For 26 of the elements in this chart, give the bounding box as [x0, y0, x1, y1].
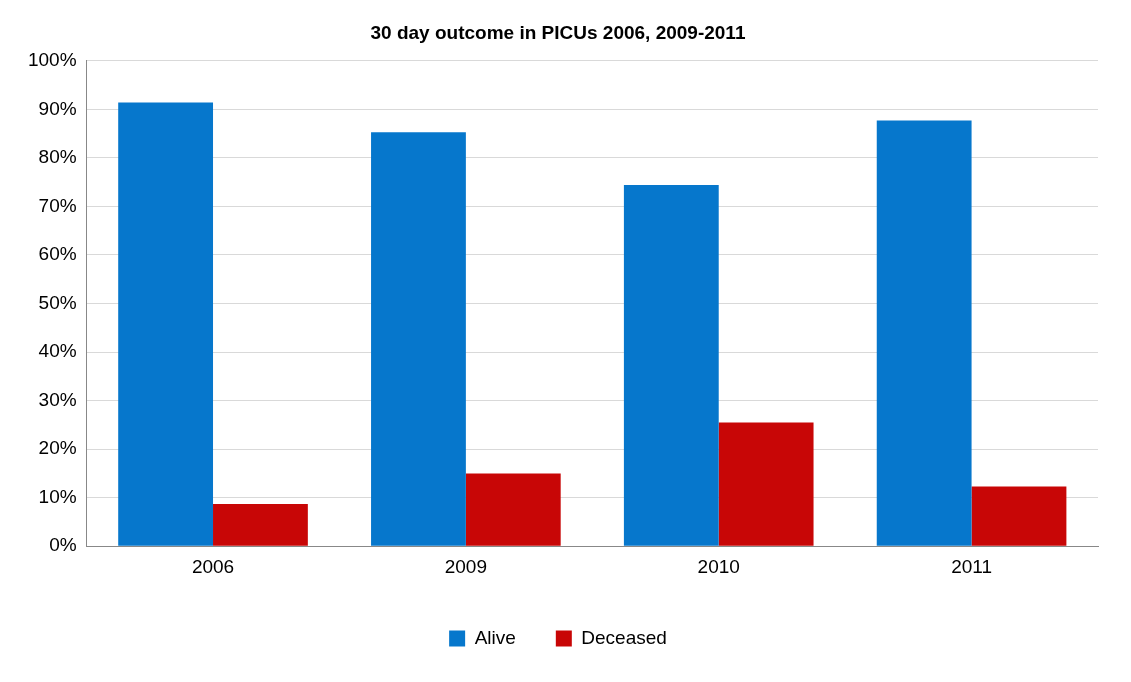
bar	[371, 132, 466, 546]
x-tick-label: 2009	[444, 555, 488, 577]
bar	[971, 486, 1067, 546]
y-tick-label: 70%	[38, 194, 77, 216]
legend-label: Alive	[474, 626, 516, 648]
y-tick-label: 50%	[38, 291, 77, 313]
bar	[623, 185, 719, 546]
y-tick-label: 20%	[38, 437, 77, 459]
y-tick-label: 40%	[38, 340, 77, 362]
bar	[213, 503, 308, 546]
x-tick-label: 2006	[191, 555, 235, 577]
legend-label: Deceased	[581, 626, 667, 648]
bar	[465, 473, 561, 546]
x-tick-label: 2011	[951, 555, 992, 577]
y-tick-label: 80%	[38, 146, 77, 168]
y-tick-label: 0%	[49, 534, 77, 556]
y-tick-label: 10%	[38, 485, 77, 507]
bar	[876, 120, 972, 546]
y-tick-label: 100%	[27, 49, 77, 71]
chart-title: 30 day outcome in PICUs 2006, 2009-2011	[370, 21, 746, 43]
bar	[118, 102, 214, 546]
y-tick-label: 90%	[38, 97, 77, 119]
y-tick-label: 30%	[38, 388, 77, 410]
x-tick-label: 2010	[697, 555, 740, 577]
y-tick-label: 60%	[38, 243, 77, 265]
bar	[718, 422, 814, 546]
